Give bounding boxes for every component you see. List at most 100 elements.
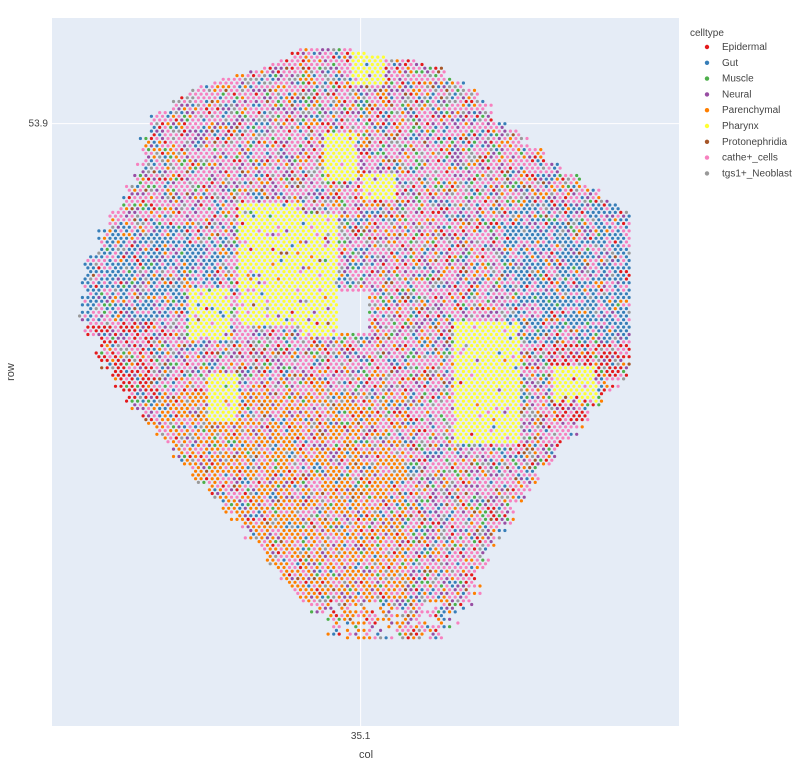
data-point xyxy=(196,214,200,218)
data-point xyxy=(216,92,220,96)
data-point xyxy=(398,107,402,111)
data-point xyxy=(119,229,123,233)
data-point xyxy=(290,96,294,100)
data-point xyxy=(395,266,399,270)
data-point xyxy=(282,114,286,118)
data-point xyxy=(486,159,490,163)
data-point xyxy=(307,221,311,226)
data-point xyxy=(370,247,374,251)
data-point xyxy=(329,251,333,255)
data-point xyxy=(321,62,325,67)
data-point xyxy=(180,214,184,218)
data-point xyxy=(298,181,303,185)
data-point xyxy=(356,251,361,255)
data-point xyxy=(541,284,546,288)
data-point xyxy=(332,262,336,266)
data-point xyxy=(403,99,408,104)
data-point xyxy=(340,66,344,70)
data-point xyxy=(171,210,176,214)
data-point xyxy=(500,177,504,181)
data-point xyxy=(348,181,352,185)
data-point xyxy=(91,281,95,285)
data-point xyxy=(133,196,137,200)
data-point xyxy=(252,96,256,100)
data-point xyxy=(263,118,267,122)
data-point xyxy=(180,281,184,285)
data-point xyxy=(238,292,242,296)
data-point xyxy=(553,292,557,296)
data-point xyxy=(439,103,443,107)
data-point xyxy=(326,284,330,288)
data-point xyxy=(420,77,424,81)
data-point xyxy=(583,266,587,270)
data-point xyxy=(171,292,176,296)
data-point xyxy=(218,81,222,85)
data-point xyxy=(564,188,568,192)
data-point xyxy=(368,140,372,144)
data-point xyxy=(312,162,316,166)
data-point xyxy=(174,177,178,181)
data-point xyxy=(522,148,526,152)
data-point xyxy=(144,218,148,222)
data-point xyxy=(506,177,510,181)
data-point xyxy=(448,159,452,163)
data-point xyxy=(420,188,424,192)
data-point xyxy=(354,225,358,229)
data-point xyxy=(224,184,228,189)
data-point xyxy=(318,74,322,78)
data-point xyxy=(379,140,383,144)
data-point xyxy=(417,236,421,240)
data-point xyxy=(152,251,156,255)
data-point xyxy=(323,281,327,285)
data-point xyxy=(312,221,316,226)
data-point xyxy=(160,225,165,229)
data-point xyxy=(202,177,206,181)
data-point xyxy=(271,247,275,251)
data-point xyxy=(453,270,457,274)
data-point xyxy=(622,273,626,277)
data-point xyxy=(541,218,546,222)
data-point xyxy=(547,233,551,237)
data-point xyxy=(102,244,107,248)
data-point xyxy=(398,173,402,178)
data-point xyxy=(185,125,189,129)
data-point xyxy=(395,236,399,240)
data-point xyxy=(229,251,234,255)
data-point xyxy=(379,266,383,270)
data-point xyxy=(384,59,388,63)
data-point xyxy=(312,251,316,255)
data-point xyxy=(409,240,413,244)
data-point xyxy=(318,96,322,100)
data-point xyxy=(423,229,427,233)
data-point xyxy=(310,92,314,96)
data-point xyxy=(196,236,200,240)
data-point xyxy=(210,240,214,244)
data-point xyxy=(519,277,524,281)
data-point xyxy=(122,203,126,207)
data-point xyxy=(417,111,421,115)
data-point xyxy=(514,173,518,178)
data-point xyxy=(370,136,374,141)
data-point xyxy=(561,184,565,189)
data-point xyxy=(238,233,242,237)
data-point xyxy=(406,177,410,181)
data-point xyxy=(398,129,402,133)
data-point xyxy=(235,125,239,129)
data-point xyxy=(332,151,336,155)
data-point xyxy=(608,218,612,222)
data-point xyxy=(426,85,430,89)
data-point xyxy=(517,170,521,174)
data-point xyxy=(619,247,623,251)
data-point xyxy=(351,74,355,78)
data-point xyxy=(340,74,344,78)
data-point xyxy=(194,203,198,207)
data-point xyxy=(384,251,388,255)
data-point xyxy=(102,281,107,285)
data-point xyxy=(354,240,358,244)
data-point xyxy=(238,196,242,200)
data-point xyxy=(390,148,394,152)
data-point xyxy=(401,236,405,240)
data-point xyxy=(97,266,101,270)
data-point xyxy=(450,133,454,137)
data-point xyxy=(94,292,98,296)
